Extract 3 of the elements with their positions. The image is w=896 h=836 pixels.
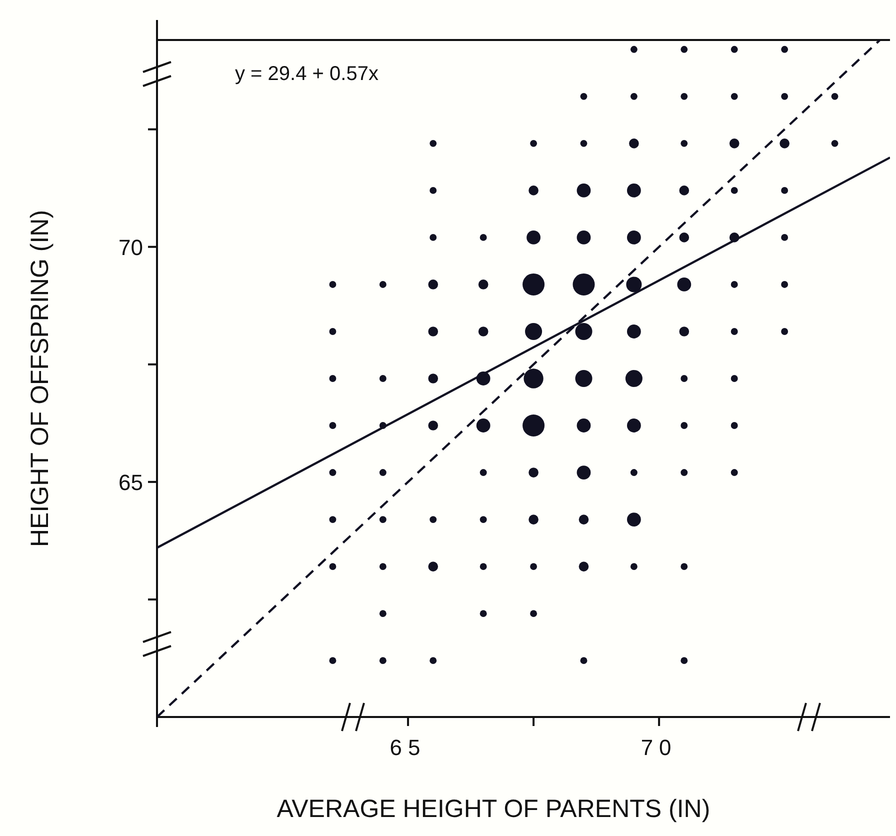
x-axis-title: AVERAGE HEIGHT OF PARENTS (IN) <box>276 795 710 823</box>
y-axis-title: HEIGHT OF OFFSPRING (IN) <box>26 210 54 548</box>
annotation: y = 29.4 + 0.57x <box>235 63 378 85</box>
